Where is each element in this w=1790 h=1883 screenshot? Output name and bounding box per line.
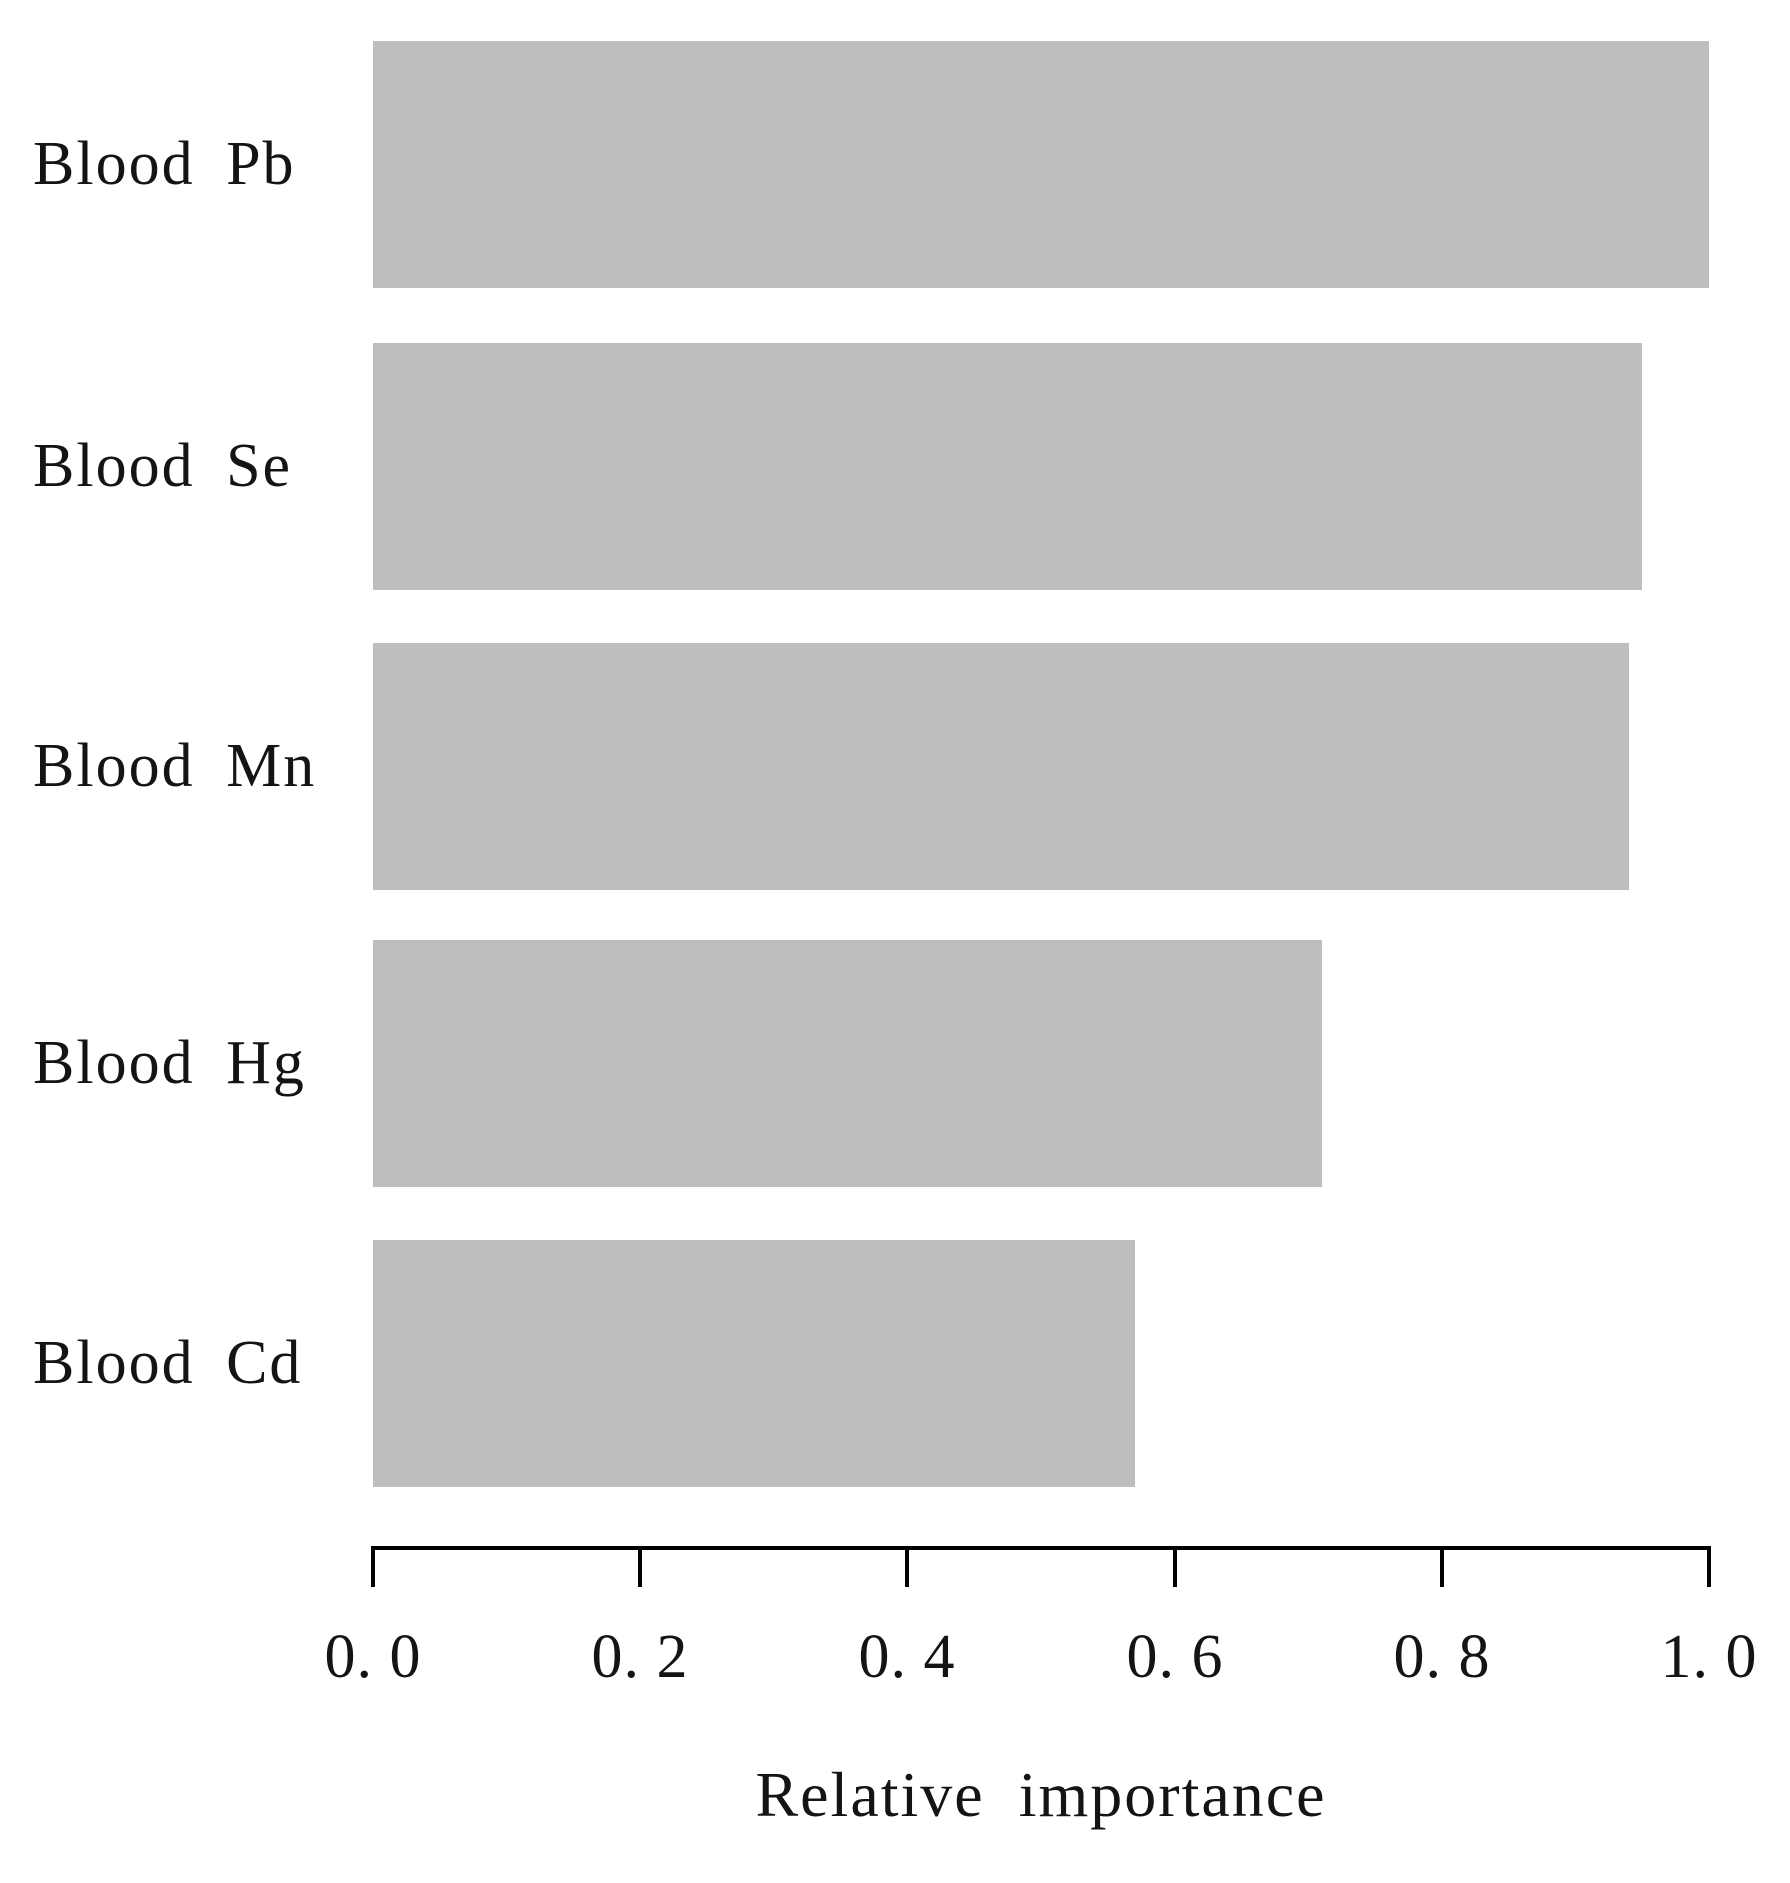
x-axis-tick-0 bbox=[371, 1546, 375, 1587]
x-axis-tick-label-0: 0. 0 bbox=[324, 1623, 422, 1691]
bar-blood-hg bbox=[373, 940, 1322, 1187]
x-axis-tick-2 bbox=[905, 1546, 909, 1587]
x-axis-tick-5 bbox=[1707, 1546, 1711, 1587]
bar-blood-pb bbox=[373, 41, 1709, 288]
x-axis-title: Relative importance bbox=[755, 1759, 1327, 1830]
category-label-blood-cd: Blood Cd bbox=[33, 1329, 303, 1397]
x-axis-tick-label-5: 1. 0 bbox=[1660, 1623, 1758, 1691]
x-axis-line bbox=[373, 1546, 1709, 1550]
x-axis-tick-4 bbox=[1440, 1546, 1444, 1587]
x-axis-tick-1 bbox=[638, 1546, 642, 1587]
category-label-blood-se: Blood Se bbox=[33, 432, 293, 500]
x-axis-tick-3 bbox=[1173, 1546, 1177, 1587]
bar-blood-se bbox=[373, 343, 1642, 590]
bar-blood-cd bbox=[373, 1240, 1135, 1487]
x-axis-tick-label-2: 0. 4 bbox=[858, 1623, 956, 1691]
x-axis-tick-label-4: 0. 8 bbox=[1393, 1623, 1491, 1691]
bar-blood-mn bbox=[373, 643, 1629, 890]
category-label-blood-pb: Blood Pb bbox=[33, 130, 296, 198]
category-label-blood-hg: Blood Hg bbox=[33, 1029, 306, 1097]
category-label-blood-mn: Blood Mn bbox=[33, 732, 317, 800]
x-axis-tick-label-1: 0. 2 bbox=[591, 1623, 689, 1691]
x-axis-tick-label-3: 0. 6 bbox=[1126, 1623, 1224, 1691]
